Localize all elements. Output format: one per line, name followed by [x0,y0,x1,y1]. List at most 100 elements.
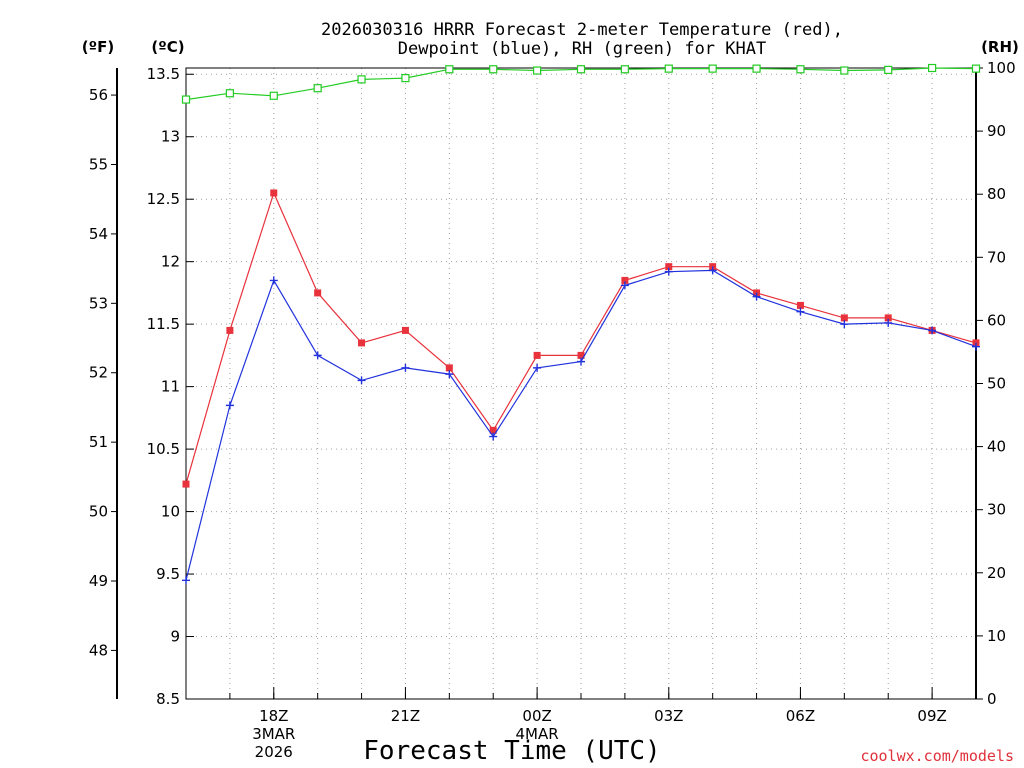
rh-tick-label: 40 [987,438,1006,456]
dewpoint-point [577,357,585,366]
temperature-point [182,480,190,488]
x-tick-label: 09Z [917,707,946,725]
x-tick-label: 06Z [786,707,815,725]
rh-point [796,65,805,74]
dewpoint-point [884,318,893,327]
dewpoint-point [708,266,717,275]
dewpoint-point [620,281,629,290]
rh-tick-label: 100 [987,59,1016,77]
x-tick-label: 3MAR [252,725,295,743]
dewpoint-point [533,363,542,372]
series-temperature [182,189,980,488]
fahrenheit-tick-label: 54 [89,225,108,243]
temperature-point [796,301,804,309]
rh-tick-label: 80 [987,185,1006,203]
rh-point [313,84,322,93]
celsius-tick-label: 12 [161,253,180,271]
temperature-point [358,339,366,347]
fahrenheit-unit-label: (ºF) [82,38,114,56]
celsius-tick-label: 8.5 [156,690,180,708]
fahrenheit-tick-label: 48 [89,641,108,659]
rh-point [489,65,498,74]
fahrenheit-tick-label: 50 [89,503,108,521]
dewpoint-point [269,276,278,285]
fahrenheit-tick-label: 49 [89,572,108,590]
axes [111,67,983,700]
temperature-point [401,326,409,334]
rh-point [971,64,981,73]
celsius-tick-label: 9.5 [156,565,180,583]
rh-tick-label: 50 [987,375,1006,393]
fahrenheit-tick-label: 53 [89,294,108,312]
dewpoint-point [313,351,322,360]
rh-tick-label: 0 [987,690,997,708]
temperature-point [533,351,541,359]
temperature-point [314,289,322,297]
dewpoint-point [972,342,980,351]
rh-tick-label: 70 [987,248,1006,266]
celsius-tick-label: 13.5 [147,65,180,83]
rh-point [533,66,542,75]
rh-point [181,95,191,104]
x-tick-label: 2026 [255,743,293,761]
rh-point [401,73,410,83]
rh-tick-label: 60 [987,311,1006,329]
rh-tick-label: 10 [987,627,1006,645]
dewpoint-point [182,576,190,585]
rh-point [840,66,849,75]
celsius-tick-label: 11 [161,378,180,396]
fahrenheit-tick-label: 55 [89,155,108,173]
rh-point [576,65,586,74]
rh-tick-label: 20 [987,564,1006,582]
rh-point [664,64,673,73]
temperature-point [577,351,585,359]
x-tick-label: 4MAR [516,725,559,743]
tick-labels: 8.5 9 9.5 10 10.5 11 11.5 12 12.5 13 13.5 48 49 50 51 5… [89,59,1016,761]
temperature-point [665,263,673,271]
dewpoint-point [752,292,761,301]
credit-text: coolwx.com/models [860,747,1014,765]
series-dewpoint [182,266,980,585]
rh-point [225,89,234,98]
x-tick-label: 18Z [259,707,288,725]
celsius-tick-label: 10 [161,503,180,521]
x-tick-label: 21Z [391,707,420,725]
dewpoint-point [225,401,234,410]
rh-tick-label: 90 [987,122,1006,140]
dewpoint-point [401,363,410,372]
fahrenheit-tick-label: 52 [89,364,108,382]
temperature-point [226,326,234,334]
rh-point [445,65,454,74]
temperature-point [621,276,629,284]
fahrenheit-tick-label: 56 [89,86,108,104]
dewpoint-point [664,267,673,276]
rh-point [884,65,893,74]
x-tick-label: 03Z [654,707,683,725]
dewpoint-point [357,376,366,385]
rh-unit-label: (RH) [981,38,1019,56]
data-series [181,63,981,585]
x-axis-title: Forecast Time (UTC) [363,736,660,766]
rh-point [269,91,278,100]
rh-point [752,64,761,73]
chart-title-line-1: 2026030316 HRRR Forecast 2-meter Tempera… [321,20,843,40]
dewpoint-point [796,307,805,316]
rh-point [357,75,366,84]
chart-title-line-2: Dewpoint (blue), RH (green) for KHAT [398,39,766,59]
celsius-unit-label: (ºC) [151,38,184,56]
dewpoint-point [840,320,849,329]
x-tick-label: 00Z [522,707,551,725]
temperature-point [489,426,497,434]
celsius-tick-label: 12.5 [147,190,180,208]
temperature-point [445,364,453,372]
fahrenheit-tick-label: 51 [89,433,108,451]
rh-tick-label: 30 [987,501,1006,519]
celsius-tick-label: 10.5 [147,440,180,458]
rh-point [928,63,937,73]
temperature-point [270,189,278,197]
celsius-tick-label: 9 [170,628,180,646]
rh-point [620,65,629,74]
temperature-point [840,314,848,322]
series-rh [181,63,981,104]
temperature-point [884,314,892,322]
